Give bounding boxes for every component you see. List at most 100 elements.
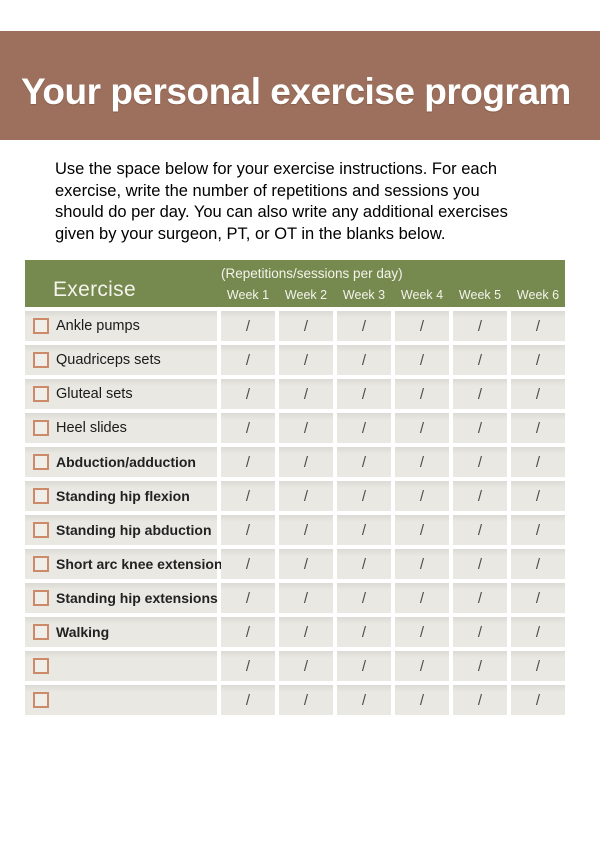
repetitions-sessions-cell[interactable]: / — [221, 549, 275, 580]
checkbox-icon[interactable] — [33, 556, 49, 573]
repetitions-sessions-cell[interactable]: / — [337, 651, 391, 682]
checkbox-icon[interactable] — [33, 658, 49, 675]
repetitions-sessions-cell[interactable]: / — [453, 583, 507, 614]
repetitions-sessions-cell[interactable]: / — [511, 345, 565, 376]
repetitions-sessions-cell[interactable]: / — [221, 447, 275, 478]
repetitions-sessions-cell[interactable]: / — [221, 583, 275, 614]
repetitions-sessions-cell[interactable]: / — [221, 379, 275, 410]
repetitions-sessions-cell[interactable]: / — [337, 617, 391, 648]
repetitions-sessions-cell[interactable]: / — [511, 311, 565, 342]
repetitions-sessions-cell[interactable]: / — [453, 481, 507, 512]
table-row: Standing hip flexion / / / / / / — [25, 481, 565, 512]
checkbox-icon[interactable] — [33, 420, 49, 437]
repetitions-sessions-cell[interactable]: / — [221, 311, 275, 342]
repetitions-sessions-cell[interactable]: / — [337, 311, 391, 342]
repetitions-sessions-cell[interactable]: / — [511, 447, 565, 478]
exercise-cell[interactable]: Standing hip abduction — [25, 515, 217, 546]
repetitions-sessions-cell[interactable]: / — [511, 685, 565, 716]
exercise-cell[interactable]: Abduction/adduction — [25, 447, 217, 478]
checkbox-icon[interactable] — [33, 522, 49, 539]
repetitions-sessions-cell[interactable]: / — [279, 651, 333, 682]
repetitions-sessions-cell[interactable]: / — [395, 583, 449, 614]
checkbox-icon[interactable] — [33, 692, 49, 709]
repetitions-sessions-cell[interactable]: / — [453, 549, 507, 580]
repetitions-sessions-cell[interactable]: / — [511, 549, 565, 580]
repetitions-sessions-cell[interactable]: / — [395, 379, 449, 410]
repetitions-sessions-cell[interactable]: / — [395, 515, 449, 546]
table-row: Standing hip abduction / / / / / / — [25, 515, 565, 546]
repetitions-sessions-cell[interactable]: / — [279, 379, 333, 410]
repetitions-sessions-cell[interactable]: / — [279, 685, 333, 716]
checkbox-icon[interactable] — [33, 318, 49, 335]
repetitions-sessions-cell[interactable]: / — [453, 413, 507, 444]
repetitions-sessions-cell[interactable]: / — [337, 379, 391, 410]
repetitions-sessions-cell[interactable]: / — [395, 345, 449, 376]
repetitions-sessions-cell[interactable]: / — [279, 515, 333, 546]
repetitions-sessions-cell[interactable]: / — [395, 617, 449, 648]
exercise-cell[interactable]: Ankle pumps — [25, 311, 217, 342]
repetitions-sessions-cell[interactable]: / — [395, 447, 449, 478]
repetitions-sessions-cell[interactable]: / — [511, 413, 565, 444]
repetitions-sessions-cell[interactable]: / — [453, 651, 507, 682]
checkbox-icon[interactable] — [33, 386, 49, 403]
repetitions-sessions-cell[interactable]: / — [511, 617, 565, 648]
exercise-cell[interactable]: Standing hip flexion — [25, 481, 217, 512]
repetitions-sessions-cell[interactable]: / — [337, 447, 391, 478]
repetitions-sessions-cell[interactable]: / — [221, 515, 275, 546]
repetitions-sessions-cell[interactable]: / — [395, 311, 449, 342]
checkbox-icon[interactable] — [33, 454, 49, 471]
checkbox-icon[interactable] — [33, 624, 49, 641]
exercise-cell[interactable]: Short arc knee extensions — [25, 549, 230, 580]
exercise-cell[interactable]: Heel slides — [25, 413, 217, 444]
repetitions-sessions-cell[interactable]: / — [395, 413, 449, 444]
repetitions-sessions-cell[interactable]: / — [221, 481, 275, 512]
repetitions-sessions-cell[interactable]: / — [337, 549, 391, 580]
repetitions-sessions-cell[interactable]: / — [337, 345, 391, 376]
repetitions-sessions-cell[interactable]: / — [279, 617, 333, 648]
repetitions-sessions-cell[interactable]: / — [279, 345, 333, 376]
repetitions-sessions-cell[interactable]: / — [453, 311, 507, 342]
repetitions-sessions-cell[interactable]: / — [279, 481, 333, 512]
repetitions-sessions-cell[interactable]: / — [279, 311, 333, 342]
exercise-cell[interactable]: Standing hip extensions — [25, 583, 218, 614]
repetitions-sessions-cell[interactable]: / — [337, 481, 391, 512]
repetitions-sessions-cell[interactable]: / — [221, 617, 275, 648]
repetitions-sessions-cell[interactable]: / — [221, 345, 275, 376]
exercise-cell[interactable] — [25, 651, 217, 682]
repetitions-sessions-cell[interactable]: / — [453, 685, 507, 716]
repetitions-sessions-cell[interactable]: / — [511, 651, 565, 682]
repetitions-sessions-cell[interactable]: / — [279, 583, 333, 614]
exercise-cell[interactable]: Quadriceps sets — [25, 345, 217, 376]
repetitions-sessions-cell[interactable]: / — [511, 379, 565, 410]
repetitions-sessions-cell[interactable]: / — [221, 651, 275, 682]
exercise-cell[interactable]: Walking — [25, 617, 217, 648]
repetitions-sessions-cell[interactable]: / — [511, 481, 565, 512]
repetitions-sessions-cell[interactable]: / — [337, 413, 391, 444]
repetitions-sessions-cell[interactable]: / — [453, 447, 507, 478]
repetitions-sessions-cell[interactable]: / — [511, 515, 565, 546]
repetitions-sessions-cell[interactable]: / — [453, 617, 507, 648]
repetitions-sessions-cell[interactable]: / — [511, 583, 565, 614]
repetitions-sessions-cell[interactable]: / — [453, 515, 507, 546]
repetitions-sessions-cell[interactable]: / — [395, 685, 449, 716]
repetitions-sessions-cell[interactable]: / — [395, 549, 449, 580]
repetitions-sessions-cell[interactable]: / — [453, 345, 507, 376]
repetitions-sessions-cell[interactable]: / — [221, 685, 275, 716]
checkbox-icon[interactable] — [33, 352, 49, 369]
repetitions-sessions-cell[interactable]: / — [279, 413, 333, 444]
checkbox-icon[interactable] — [33, 590, 49, 607]
repetitions-sessions-cell[interactable]: / — [279, 549, 333, 580]
repetitions-sessions-cell[interactable]: / — [395, 651, 449, 682]
exercise-cell[interactable] — [25, 685, 217, 716]
repetitions-sessions-cell[interactable]: / — [279, 447, 333, 478]
exercise-cell[interactable]: Gluteal sets — [25, 379, 217, 410]
repetitions-sessions-cell[interactable]: / — [337, 583, 391, 614]
repetitions-sessions-cell[interactable]: / — [395, 481, 449, 512]
checkbox-icon[interactable] — [33, 488, 49, 505]
repetitions-sessions-cell[interactable]: / — [221, 413, 275, 444]
table-row: Quadriceps sets / / / / / / — [25, 345, 565, 376]
exercise-label: Standing hip flexion — [56, 488, 190, 505]
repetitions-sessions-cell[interactable]: / — [453, 379, 507, 410]
repetitions-sessions-cell[interactable]: / — [337, 685, 391, 716]
repetitions-sessions-cell[interactable]: / — [337, 515, 391, 546]
